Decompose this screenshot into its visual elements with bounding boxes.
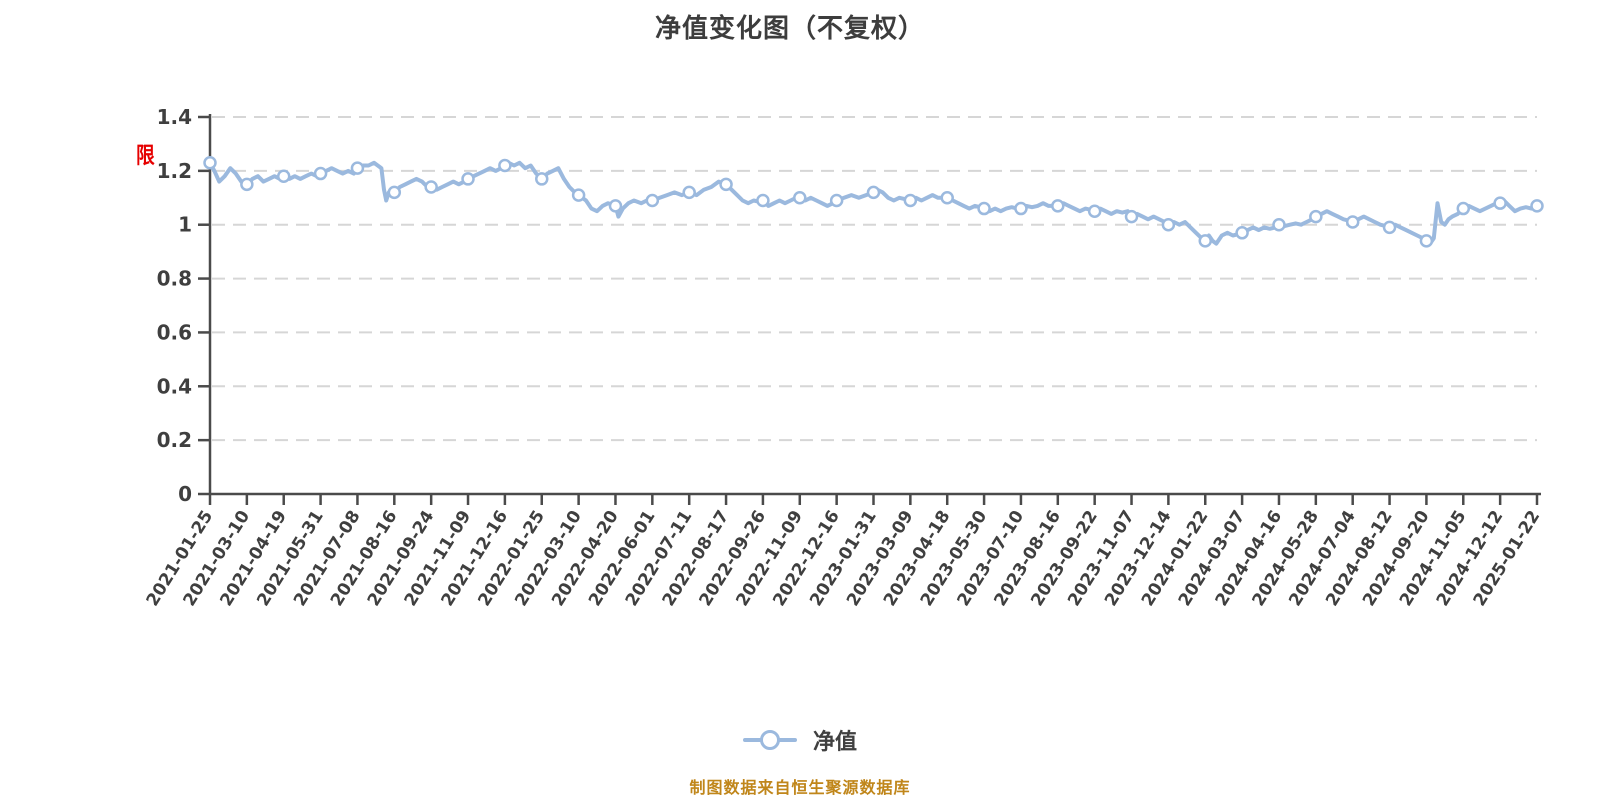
netvalue-marker [903, 193, 918, 208]
netvalue-marker [461, 172, 475, 186]
netvalue-marker [424, 180, 438, 194]
y-axis-tick-label: 0.8 [157, 267, 192, 291]
netvalue-marker [498, 158, 512, 173]
netvalue-marker [276, 169, 291, 183]
netvalue-marker [313, 166, 328, 181]
netvalue-marker [1124, 209, 1139, 224]
netvalue-marker [535, 172, 549, 186]
y-axis-tick-label: 1 [178, 213, 192, 237]
netvalue-line [208, 160, 1539, 246]
netvalue-marker [1530, 199, 1544, 213]
netvalue-marker [829, 193, 844, 208]
netvalue-marker [1309, 209, 1323, 224]
netvalue-marker [977, 201, 991, 216]
netvalue-marker [571, 188, 586, 202]
netvalue-marker [387, 185, 402, 200]
netvalue-marker [682, 185, 696, 200]
netvalue-marker [719, 177, 733, 192]
data-source-note: 制图数据来自恒生聚源数据库 [689, 778, 911, 797]
netvalue-marker [203, 156, 217, 170]
netvalue-marker [608, 199, 623, 213]
netvalue-marker [1493, 196, 1507, 210]
netvalue-marker [350, 161, 365, 175]
netvalue-marker [1161, 217, 1176, 232]
legend-marker-dot [759, 730, 780, 750]
netvalue-marker [1456, 201, 1471, 216]
y-axis-tick-label: 0 [178, 482, 192, 506]
netvalue-marker [1419, 234, 1434, 248]
netvalue-marker [1345, 215, 1360, 229]
netvalue-marker [1272, 217, 1286, 232]
page-title: 净值变化图（不复权） [654, 14, 925, 44]
y-axis-tick-label: 1.4 [157, 105, 192, 129]
legend-label: 净值 [812, 730, 857, 755]
legend: 净值 [0, 724, 1600, 756]
y-axis-tick-label: 0.2 [157, 428, 192, 452]
netvalue-marker [645, 193, 660, 208]
netvalue-marker [793, 191, 807, 205]
netvalue-marker [1087, 204, 1102, 218]
netvalue-marker [1051, 199, 1065, 213]
netvalue-marker [866, 185, 881, 200]
netvalue-marker [756, 193, 770, 208]
y-axis-tick-label: 0.6 [157, 320, 192, 344]
y-axis-tick-label: 1.2 [157, 159, 192, 183]
netvalue-marker [1235, 226, 1249, 240]
netvalue-marker [1198, 234, 1212, 248]
netvalue-marker [1382, 220, 1397, 235]
netvalue-marker [1014, 201, 1028, 216]
netvalue-marker [240, 177, 254, 192]
netvalue-marker [940, 191, 954, 205]
y-axis-tick-label: 0.4 [157, 374, 192, 398]
purchase-limit-badge: 限 [136, 144, 155, 169]
legend-line-sample [742, 730, 797, 750]
